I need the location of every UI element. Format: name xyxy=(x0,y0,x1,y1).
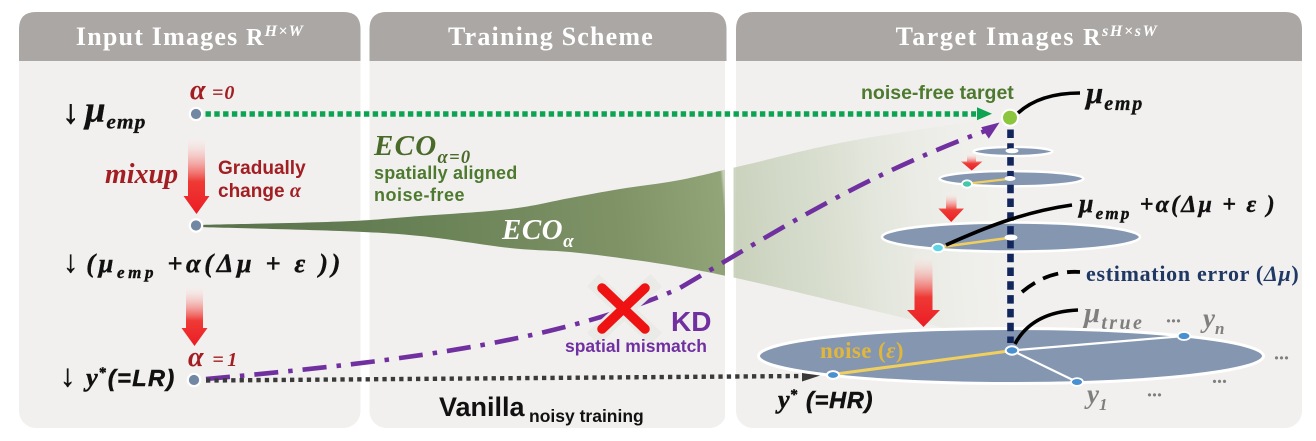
svg-text:change α: change α xyxy=(218,180,302,202)
svg-text:↓ y*(=LR): ↓ y*(=LR) xyxy=(60,358,176,393)
svg-text:y* (=HR): y* (=HR) xyxy=(775,385,873,414)
svg-text:estimation error (Δμ): estimation error (Δμ) xyxy=(1086,261,1299,286)
svg-text:ECOα: ECOα xyxy=(501,214,574,252)
svg-text:noise-free: noise-free xyxy=(374,185,465,205)
svg-text:Target Images RsH×sW: Target Images RsH×sW xyxy=(896,22,1159,51)
svg-text:noise (ε): noise (ε) xyxy=(820,338,904,363)
svg-text:spatial mismatch: spatial mismatch xyxy=(565,336,707,356)
svg-text:KD: KD xyxy=(671,306,711,337)
svg-text:Gradually: Gradually xyxy=(218,158,306,179)
svg-text:...: ... xyxy=(1212,366,1227,388)
svg-text:noisy training: noisy training xyxy=(529,406,644,426)
svg-text:spatially aligned: spatially aligned xyxy=(374,163,517,183)
svg-text:↓ (μemp +α(Δμ + ε )): ↓ (μemp +α(Δμ + ε )) xyxy=(63,244,344,282)
svg-text:Vanilla: Vanilla xyxy=(439,392,526,422)
svg-text:...: ... xyxy=(1147,380,1162,402)
svg-text:noise-free target: noise-free target xyxy=(861,82,1014,104)
svg-text:α =0: α =0 xyxy=(190,75,235,106)
svg-text:...: ... xyxy=(1274,343,1289,365)
svg-text:...: ... xyxy=(1166,306,1181,328)
svg-text:mixup: mixup xyxy=(105,159,178,190)
svg-text:Training Scheme: Training Scheme xyxy=(448,22,654,51)
svg-text:↓: ↓ xyxy=(63,95,80,131)
